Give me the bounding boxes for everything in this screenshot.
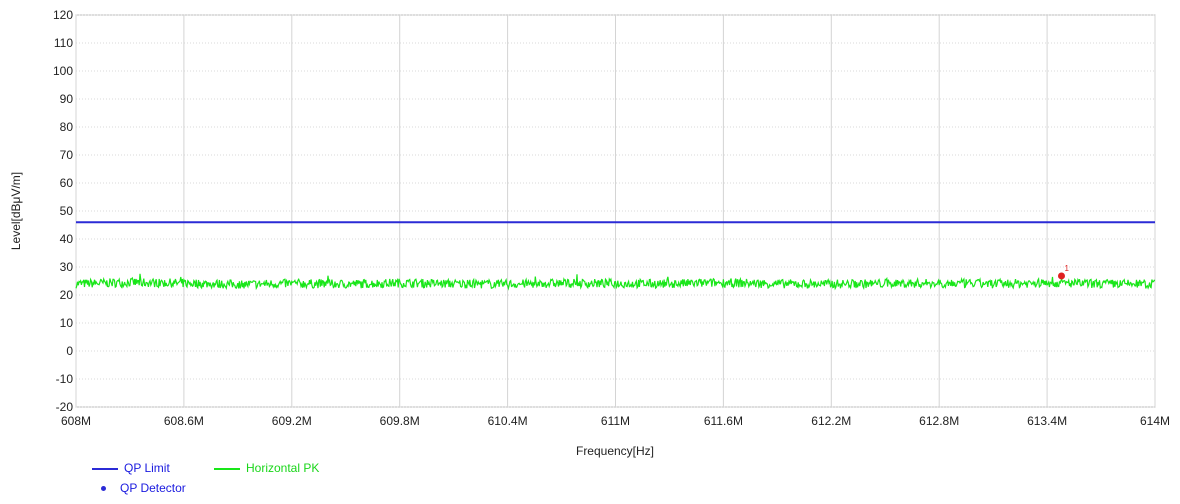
x-tick-label: 608M: [61, 414, 91, 428]
legend-label: QP Limit: [124, 461, 170, 475]
legend-item-horizontal-pk: Horizontal PK: [214, 460, 319, 476]
legend-line-icon: [214, 467, 240, 470]
peak-marker: [1057, 272, 1065, 280]
legend-item-qp-detector: QP Detector: [92, 480, 186, 496]
y-tick-label: -10: [56, 372, 74, 386]
y-tick-label: -20: [56, 400, 74, 414]
y-tick-label: 30: [60, 260, 74, 274]
legend-label: QP Detector: [120, 481, 186, 495]
y-tick-label: 80: [60, 120, 74, 134]
x-tick-label: 609.8M: [380, 414, 420, 428]
x-tick-label: 612.8M: [919, 414, 959, 428]
x-tick-label: 611M: [601, 414, 630, 428]
x-tick-label: 614M: [1140, 414, 1170, 428]
legend-dot-icon: [101, 486, 106, 492]
grid-layer: [75, 14, 1156, 408]
x-tick-label: 609.2M: [272, 414, 312, 428]
y-tick-label: 120: [53, 8, 73, 22]
legend-line-icon: [92, 467, 118, 470]
x-tick-label: 612.2M: [811, 414, 851, 428]
y-tick-label: 100: [53, 64, 73, 78]
y-tick-label: 110: [54, 36, 73, 50]
legend-label: Horizontal PK: [246, 461, 320, 475]
x-tick-label: 613.4M: [1027, 414, 1067, 428]
y-tick-label: 50: [60, 204, 74, 218]
y-tick-label: 70: [60, 148, 74, 162]
peak-marker-label: 1: [1064, 264, 1069, 273]
series-layer: 1: [75, 221, 1156, 291]
series-horizontal-pk-line: [75, 273, 1156, 291]
y-tick-label: 0: [66, 344, 73, 358]
legend-item-qp-limit: QP Limit: [92, 460, 170, 476]
y-tick-label: 60: [60, 176, 74, 190]
y-tick-label: 20: [60, 288, 74, 302]
x-tick-label: 610.4M: [488, 414, 528, 428]
x-tick-label: 608.6M: [164, 414, 204, 428]
y-tick-label: 90: [60, 92, 74, 106]
y-tick-label: 40: [60, 232, 74, 246]
x-axis-label: Frequency[Hz]: [576, 444, 654, 458]
y-axis-label: Level[dBμV/m]: [9, 172, 23, 250]
x-tick-label: 611.6M: [704, 414, 743, 428]
y-tick-label: 10: [60, 316, 74, 330]
